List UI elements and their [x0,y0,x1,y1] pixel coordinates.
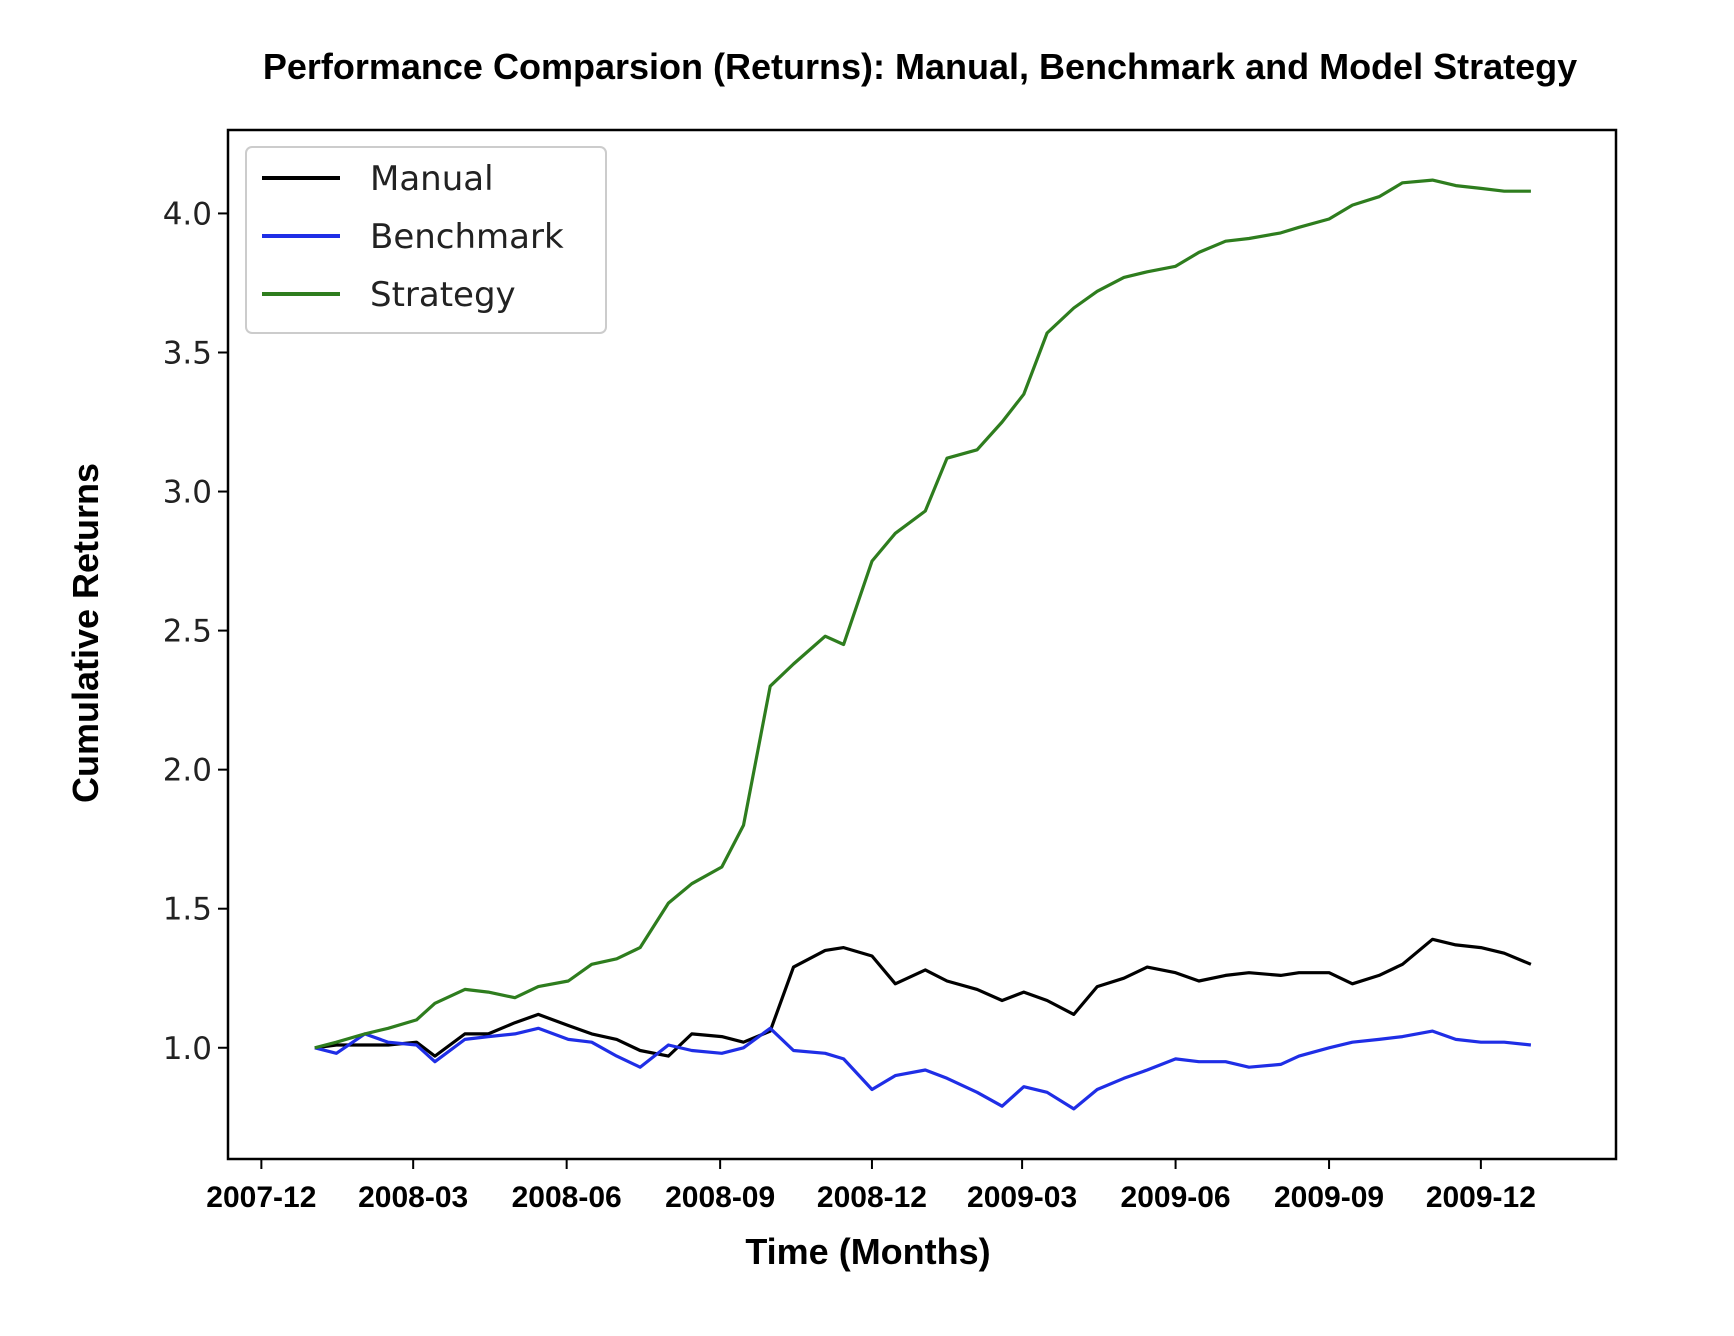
y-tick-label: 4.0 [163,196,212,232]
y-tick-label: 3.5 [163,335,212,371]
plot-frame [226,128,1618,1161]
legend-box [245,146,607,334]
y-tick-label: 1.5 [163,892,212,928]
x-tick-label: 2008-09 [665,1181,775,1214]
legend-label-strategy: Strategy [370,275,516,315]
x-tick-label: 2008-12 [817,1181,927,1214]
x-tick-label: 2008-06 [512,1181,622,1214]
chart-title: Performance Comparsion (Returns): Manual… [263,46,1577,87]
x-tick-label: 2009-03 [967,1181,1077,1214]
series-line-strategy [314,178,1531,1050]
x-axis: 2007-12 2008-03 2008-06 2008-09 2008-12 2009-… [206,1159,1536,1214]
x-tick-label: 2009-06 [1121,1181,1231,1214]
y-tick-label: 2.0 [163,753,212,789]
y-tick-label: 1.0 [163,1031,212,1067]
series-layer [314,178,1532,1111]
legend: Manual Benchmark Strategy [245,146,607,334]
legend-label-manual: Manual [370,159,494,199]
y-axis-title: Cumulative Returns [65,463,106,803]
legend-entries: Manual Benchmark Strategy [262,159,564,315]
x-tick-label: 2008-03 [358,1181,468,1214]
x-tick-label: 2009-12 [1426,1181,1536,1214]
y-tick-label: 3.0 [163,475,212,511]
y-axis: 1.0 1.5 2.0 2.5 3.0 3.5 4.0 [163,196,228,1067]
series-line-manual [314,937,1532,1058]
x-tick-label: 2009-09 [1274,1181,1384,1214]
legend-label-benchmark: Benchmark [370,217,564,257]
x-tick-label: 2007-12 [206,1181,316,1214]
x-axis-title: Time (Months) [745,1231,990,1272]
series-line-benchmark [314,1026,1532,1111]
y-tick-label: 2.5 [163,614,212,650]
